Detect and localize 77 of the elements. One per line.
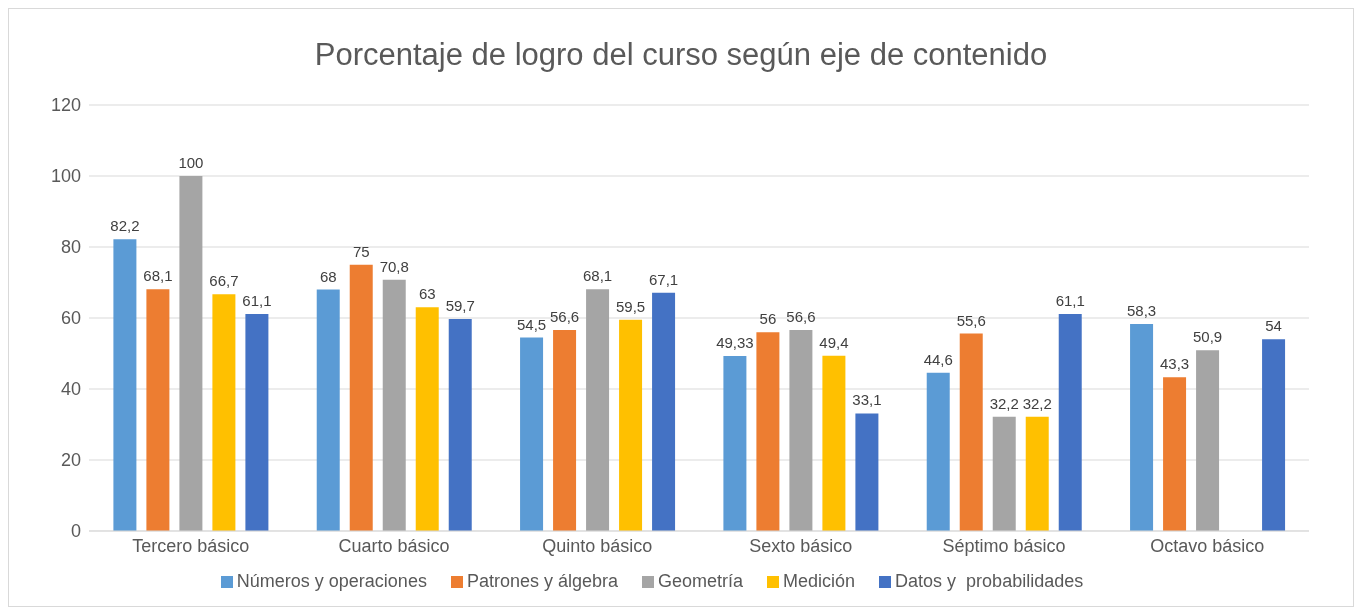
data-label: 49,4 — [819, 333, 849, 351]
bar — [1262, 339, 1286, 531]
bar — [520, 337, 544, 531]
bar — [1130, 324, 1154, 531]
legend-label: Datos y probabilidades — [895, 571, 1084, 591]
bar — [212, 294, 236, 531]
data-label: 32,2 — [989, 394, 1019, 412]
bar — [789, 330, 813, 531]
y-tick-label: 80 — [60, 237, 81, 258]
data-label: 54,5 — [516, 315, 547, 333]
bar — [1025, 416, 1049, 531]
legend-label: Números y operaciones — [236, 571, 427, 591]
data-label: 100 — [178, 154, 204, 171]
bar — [553, 330, 577, 531]
bar — [926, 372, 950, 531]
x-tick-label: Tercero básico — [132, 535, 250, 556]
data-label: 66,7 — [209, 272, 239, 290]
data-label: 56,6 — [549, 308, 580, 326]
x-tick-label: Séptimo básico — [942, 535, 1066, 556]
data-label: 59,5 — [615, 297, 646, 315]
bar — [448, 319, 472, 531]
y-tick-label: 120 — [50, 95, 81, 116]
bar — [619, 319, 643, 531]
data-label: 75 — [352, 242, 370, 260]
y-tick-label: 100 — [50, 166, 81, 187]
data-label: 58,3 — [1126, 302, 1157, 320]
y-tick-label: 40 — [60, 379, 81, 400]
bar — [855, 413, 879, 531]
chart-title: Porcentaje de logro del curso según eje de contenido — [313, 36, 1049, 74]
x-tick-label: Cuarto básico — [338, 535, 450, 556]
data-label: 50,9 — [1192, 328, 1223, 346]
data-label: 68,1 — [582, 267, 613, 285]
bar — [382, 279, 406, 531]
data-label: 56 — [759, 310, 777, 328]
x-tick-label: Octavo básico — [1150, 535, 1265, 556]
data-label: 33,1 — [852, 391, 882, 409]
data-label: 61,1 — [242, 292, 272, 310]
data-label: 68 — [319, 267, 337, 285]
data-label: 43,3 — [1159, 355, 1190, 373]
bar — [756, 332, 780, 531]
bar — [1163, 377, 1187, 531]
bar — [316, 289, 340, 531]
legend-label: Medición — [783, 571, 856, 591]
bar — [179, 176, 203, 531]
bar — [586, 289, 610, 531]
bar — [415, 307, 439, 531]
bar — [723, 355, 747, 531]
bar — [113, 239, 137, 531]
data-label: 68,1 — [143, 267, 173, 285]
legend-label: Geometría — [657, 571, 744, 591]
data-label: 67,1 — [648, 270, 679, 288]
y-tick-label: 20 — [60, 450, 81, 471]
bar — [992, 416, 1016, 531]
y-tick-label: 0 — [70, 521, 81, 542]
data-label: 54 — [1265, 317, 1282, 335]
bar — [1058, 314, 1082, 531]
bar — [245, 314, 269, 531]
data-label: 70,8 — [379, 257, 409, 275]
data-label: 56,6 — [786, 308, 816, 326]
data-label: 63 — [418, 285, 436, 303]
legend-label: Patrones y álgebra — [466, 571, 618, 591]
data-label: 61,1 — [1055, 292, 1085, 310]
data-label: 44,6 — [923, 350, 953, 368]
data-label: 49,33 — [716, 333, 754, 351]
y-tick-label: 60 — [60, 308, 81, 329]
data-label: 32,2 — [1022, 394, 1052, 412]
data-label: 82,2 — [110, 217, 140, 235]
bar — [1196, 350, 1220, 531]
bar — [959, 333, 983, 531]
x-tick-label: Sexto básico — [749, 535, 853, 556]
bar — [822, 355, 846, 531]
bar — [652, 292, 676, 531]
bar — [146, 289, 170, 531]
data-label: 59,7 — [445, 297, 475, 315]
bar — [349, 264, 373, 531]
data-label: 55,6 — [956, 311, 986, 329]
x-tick-label: Quinto básico — [542, 535, 653, 556]
